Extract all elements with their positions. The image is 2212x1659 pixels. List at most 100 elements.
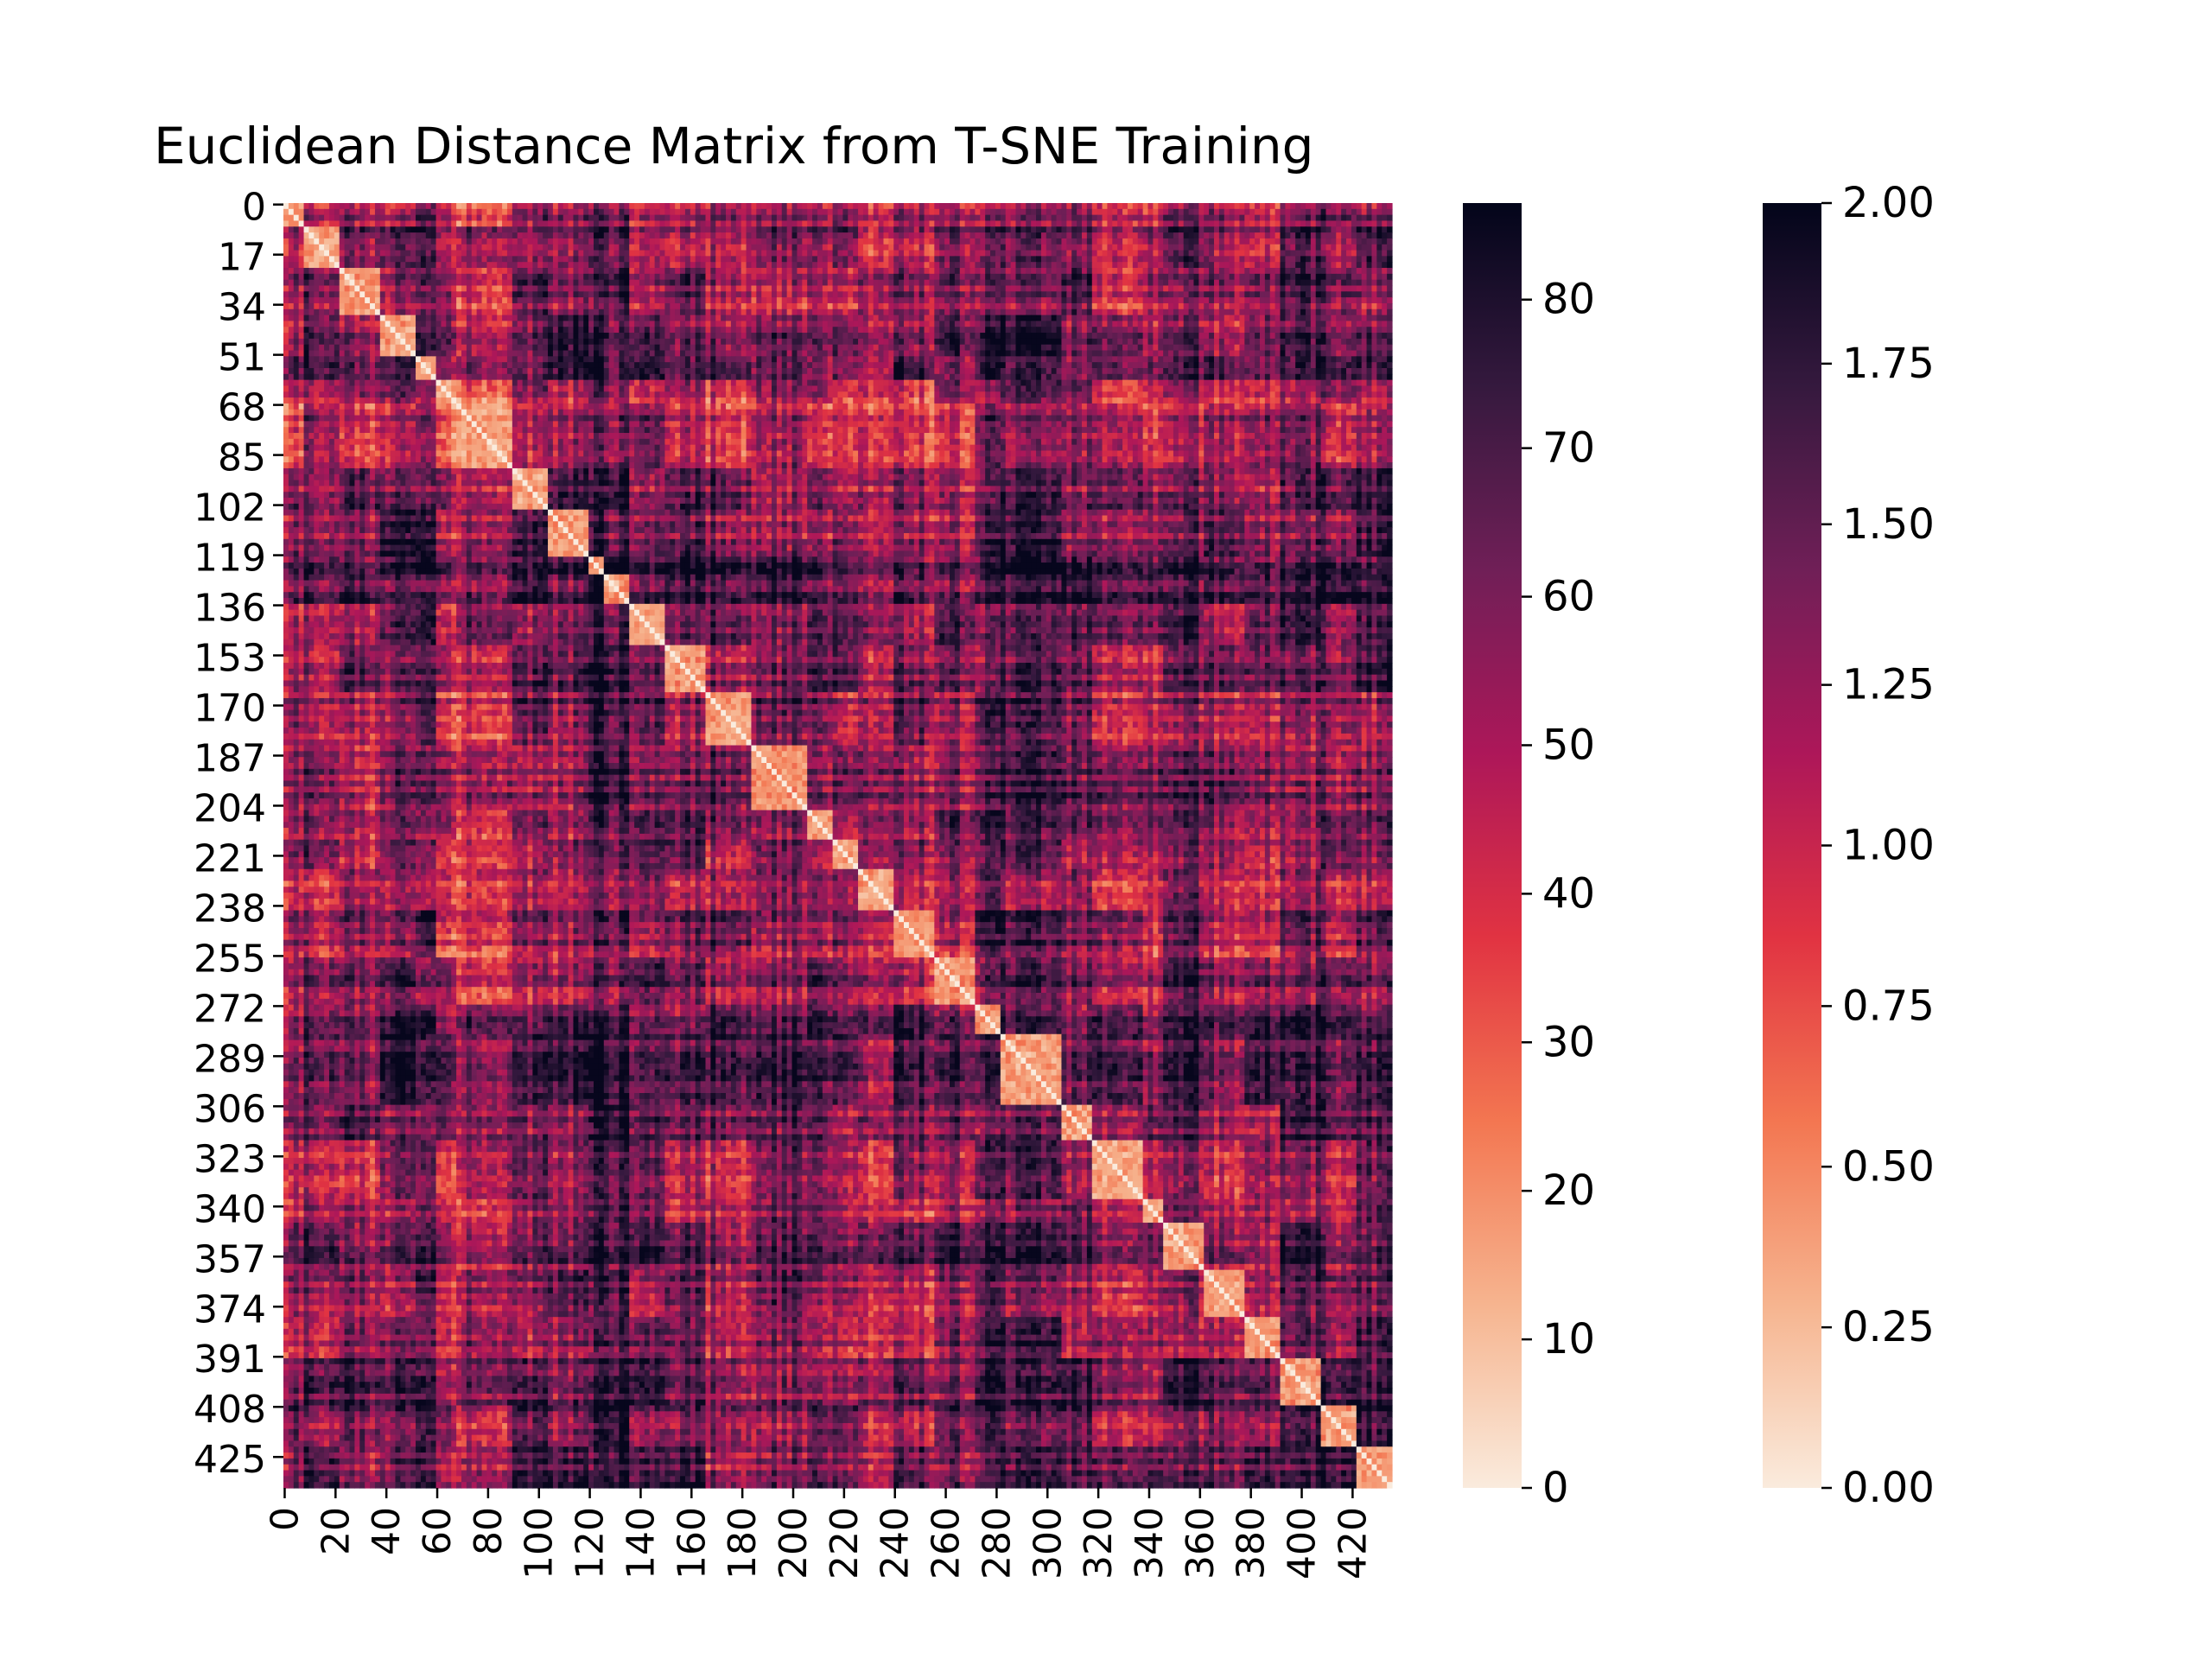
heatmap-cell — [1362, 238, 1367, 245]
heatmap-cell — [715, 220, 721, 226]
heatmap-cell — [655, 232, 660, 238]
heatmap-cell — [1046, 232, 1052, 238]
heatmap-cell — [1239, 232, 1244, 238]
heatmap-cell — [874, 238, 879, 245]
heatmap-cell — [874, 232, 879, 238]
heatmap-cell — [594, 286, 599, 292]
heatmap-cell — [645, 274, 650, 280]
heatmap-cell — [461, 215, 467, 221]
heatmap-cell — [370, 274, 375, 280]
heatmap-cell — [1052, 238, 1057, 245]
heatmap-cell — [380, 256, 385, 262]
heatmap-cell — [1066, 251, 1071, 257]
heatmap-cell — [446, 280, 451, 286]
heatmap-cell — [934, 251, 939, 257]
heatmap-cell — [324, 232, 329, 238]
heatmap-cell — [1275, 215, 1281, 221]
heatmap-cell — [609, 232, 614, 238]
heatmap-cell — [777, 238, 782, 245]
heatmap-cell — [431, 268, 436, 274]
heatmap-cell — [405, 262, 410, 268]
heatmap-cell — [736, 286, 741, 292]
heatmap-cell — [614, 262, 620, 268]
heatmap-row — [283, 226, 1393, 232]
heatmap-cell — [441, 203, 446, 209]
heatmap-cell — [874, 268, 879, 274]
heatmap-cell — [736, 274, 741, 280]
heatmap-cell — [1341, 274, 1346, 280]
heatmap-cell — [817, 286, 823, 292]
heatmap-cell — [736, 238, 741, 245]
heatmap-cell — [701, 274, 706, 280]
heatmap-cell — [528, 251, 533, 257]
heatmap-cell — [1103, 256, 1108, 262]
heatmap-cell — [283, 274, 289, 280]
heatmap-cell — [563, 215, 569, 221]
heatmap-cell — [944, 203, 950, 209]
heatmap-cell — [1230, 245, 1235, 251]
heatmap-cell — [299, 232, 304, 238]
heatmap-cell — [761, 256, 766, 262]
heatmap-cell — [838, 203, 843, 209]
heatmap-cell — [308, 238, 314, 245]
heatmap-row — [283, 215, 1393, 221]
heatmap-cell — [421, 232, 426, 238]
heatmap-cell — [1382, 238, 1387, 245]
heatmap-cell — [1097, 274, 1103, 280]
heatmap-cell — [1112, 245, 1117, 251]
heatmap-cell — [1209, 220, 1214, 226]
heatmap-cell — [502, 256, 507, 262]
heatmap-cell — [431, 203, 436, 209]
heatmap-cell — [451, 232, 456, 238]
heatmap-cell — [441, 268, 446, 274]
heatmap-cell — [696, 220, 701, 226]
heatmap-row — [283, 256, 1393, 262]
heatmap-cell — [294, 262, 299, 268]
heatmap-cell — [548, 226, 553, 232]
heatmap-cell — [1006, 215, 1011, 221]
heatmap-cell — [777, 251, 782, 257]
heatmap-cell — [909, 256, 914, 262]
heatmap-cell — [685, 256, 690, 262]
heatmap-cell — [970, 232, 976, 238]
heatmap-cell — [1331, 245, 1336, 251]
heatmap-cell — [614, 251, 620, 257]
heatmap-cell — [537, 226, 543, 232]
heatmap-cell — [883, 245, 888, 251]
heatmap-cell — [812, 251, 817, 257]
heatmap-cell — [925, 209, 930, 215]
heatmap-cell — [502, 262, 507, 268]
heatmap-cell — [1020, 238, 1026, 245]
heatmap-cell — [1376, 256, 1382, 262]
heatmap-cell — [970, 256, 976, 262]
heatmap-cell — [456, 262, 461, 268]
heatmap-cell — [502, 203, 507, 209]
heatmap-cell — [548, 209, 553, 215]
heatmap-cell — [1331, 280, 1336, 286]
heatmap-cell — [1011, 220, 1016, 226]
heatmap-cell — [416, 232, 421, 238]
heatmap-cell — [1036, 220, 1041, 226]
heatmap-cell — [1061, 280, 1066, 286]
heatmap-cell — [431, 226, 436, 232]
heatmap-cell — [639, 262, 645, 268]
heatmap-cell — [329, 238, 334, 245]
heatmap-cell — [838, 268, 843, 274]
heatmap-cell — [664, 220, 670, 226]
heatmap-cell — [726, 251, 731, 257]
heatmap-cell — [553, 226, 558, 232]
heatmap-cell — [756, 238, 761, 245]
heatmap-cell — [1122, 256, 1128, 262]
heatmap-cell — [1011, 256, 1016, 262]
heatmap-cell — [747, 280, 752, 286]
heatmap-cell — [1011, 203, 1016, 209]
heatmap-cell — [960, 274, 965, 280]
heatmap-cell — [909, 251, 914, 257]
heatmap-cell — [980, 251, 985, 257]
heatmap-cell — [1239, 268, 1244, 274]
heatmap-cell — [370, 232, 375, 238]
heatmap-cell — [451, 274, 456, 280]
heatmap-cell — [828, 286, 833, 292]
heatmap-cell — [772, 226, 777, 232]
heatmap-cell — [528, 262, 533, 268]
